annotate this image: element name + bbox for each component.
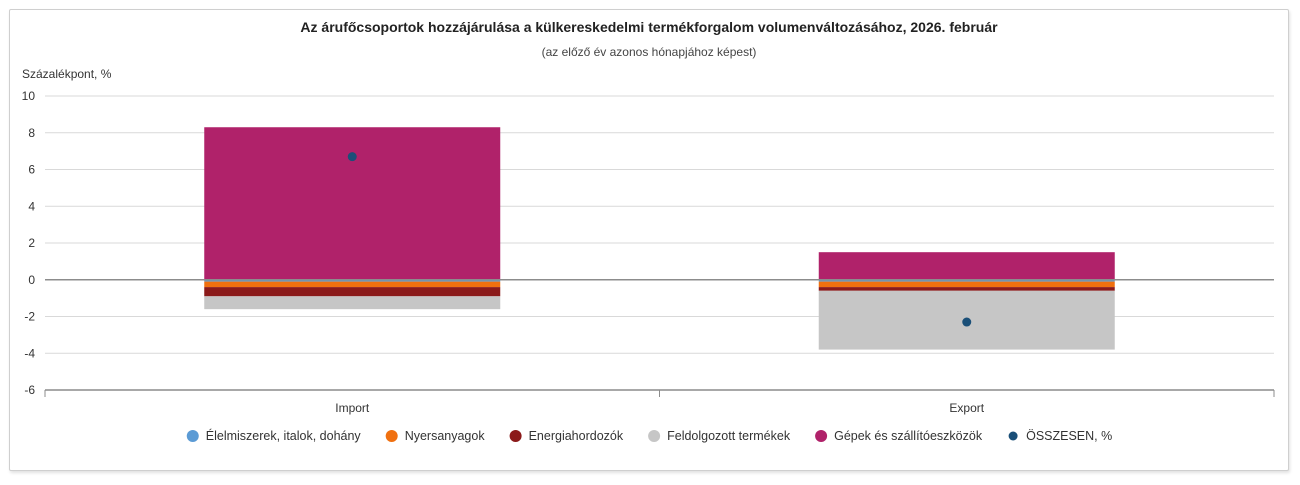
- legend-marker: [385, 430, 398, 442]
- y-tick-label: 10: [22, 89, 36, 103]
- y-axis-label: Százalékpont, %: [22, 67, 112, 81]
- bar-segment: [204, 296, 501, 310]
- bar-segment: [204, 287, 501, 297]
- y-tick-label: 4: [28, 199, 35, 213]
- bar-segment: [204, 127, 501, 280]
- legend-label: ÖSSZESEN, %: [1026, 429, 1112, 443]
- x-tick-label: Export: [949, 401, 984, 415]
- bar-segment: [818, 287, 1115, 291]
- bar-segment: [818, 281, 1115, 288]
- legend-label: Energiahordozók: [529, 429, 624, 443]
- chart-subtitle: (az előző év azonos hónapjához képest): [542, 45, 757, 59]
- legend-marker: [186, 430, 199, 442]
- chart-title: Az árufőcsoportok hozzájárulása a külker…: [300, 19, 998, 35]
- total-point: [962, 317, 972, 327]
- y-tick-label: -6: [24, 383, 35, 397]
- bar-segment: [818, 252, 1115, 280]
- bar-segment: [204, 279, 501, 282]
- total-point: [347, 152, 357, 162]
- y-tick-label: 0: [28, 273, 35, 287]
- x-tick-label: Import: [335, 401, 370, 415]
- y-tick-label: -2: [24, 310, 35, 324]
- legend-marker: [648, 430, 661, 442]
- legend-marker: [1008, 431, 1018, 441]
- legend-label: Feldolgozott termékek: [667, 429, 791, 443]
- bar-segment: [204, 281, 501, 288]
- legend-label: Élelmiszerek, italok, dohány: [206, 428, 362, 443]
- legend-marker: [509, 430, 522, 442]
- y-tick-label: 8: [28, 126, 35, 140]
- legend-marker: [815, 430, 828, 442]
- y-tick-label: 2: [28, 236, 35, 250]
- bar-segment: [818, 279, 1115, 282]
- legend-label: Gépek és szállítóeszközök: [834, 429, 983, 443]
- y-tick-label: -4: [24, 346, 35, 360]
- legend-label: Nyersanyagok: [405, 429, 486, 443]
- y-tick-label: 6: [28, 163, 35, 177]
